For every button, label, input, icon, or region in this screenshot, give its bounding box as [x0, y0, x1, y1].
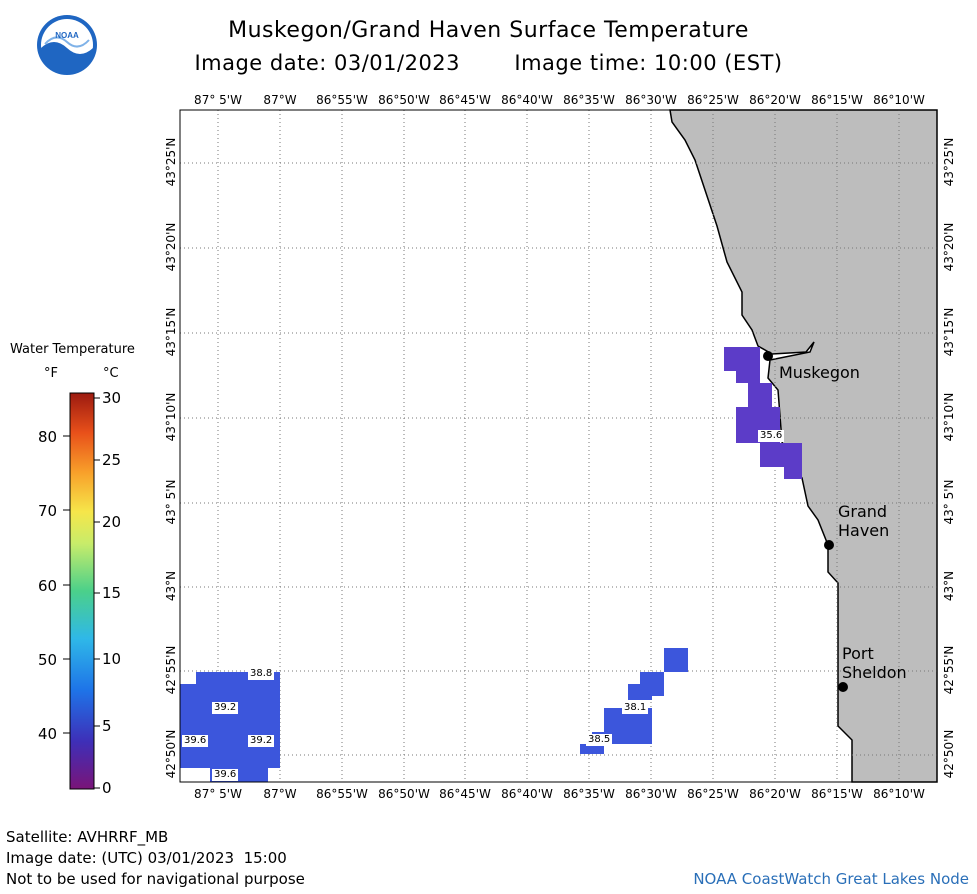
legend-title: Water Temperature: [10, 342, 135, 357]
color-bar: [69, 392, 95, 790]
tick-c: 15: [102, 584, 122, 602]
noaa-logo-icon: NOAA: [37, 15, 97, 75]
tick-f: 40: [38, 725, 58, 743]
lat-label: 43°20'N: [942, 222, 956, 272]
temperature-value: 39.6: [212, 769, 239, 781]
port-sheldon-marker: [838, 682, 848, 692]
lon-label: 86°15'W: [811, 787, 863, 801]
utc-image-date: Image date: (UTC) 03/01/2023 15:00: [6, 849, 287, 867]
credit-link[interactable]: NOAA CoastWatch Great Lakes Node: [693, 870, 969, 888]
tick-f: 60: [38, 577, 58, 595]
noaa-logo-text: NOAA: [55, 31, 79, 40]
tick-c: 5: [102, 717, 112, 735]
city-port-sheldon-line1: Port: [842, 644, 874, 663]
disclaimer: Not to be used for navigational purpose: [6, 870, 305, 888]
city-muskegon: Muskegon: [779, 363, 860, 382]
lat-label: 43° 5'N: [164, 479, 178, 525]
city-grand-haven-line1: Grand: [838, 502, 888, 521]
lon-label: 86°30'W: [625, 787, 677, 801]
lon-label: 86°50'W: [378, 787, 430, 801]
temperature-value: 39.2: [212, 702, 239, 714]
lat-label: 43°N: [164, 570, 178, 602]
tick-c: 25: [102, 451, 122, 469]
lon-label: 87° 5'W: [194, 787, 242, 801]
tick-c: 0: [102, 779, 112, 797]
lat-label: 43°10'N: [164, 392, 178, 442]
lon-label: 86°25'W: [687, 787, 739, 801]
lat-label: 43° 5'N: [942, 479, 956, 525]
lon-label: 86°15'W: [811, 93, 863, 107]
lon-label: 86°50'W: [378, 93, 430, 107]
land-area: [669, 109, 938, 783]
city-port-sheldon: Port Sheldon: [842, 644, 907, 682]
tick-c: 20: [102, 513, 122, 531]
lon-label: 86°45'W: [439, 787, 491, 801]
lat-label: 42°55'N: [164, 645, 178, 695]
tick-f: 70: [38, 502, 58, 520]
lon-label: 86°10'W: [873, 787, 925, 801]
image-time: Image time: 10:00 (EST): [514, 51, 783, 75]
tick-c: 10: [102, 650, 122, 668]
image-date-time: Image date: 03/01/2023 Image time: 10:00…: [0, 51, 977, 75]
muskegon-marker: [763, 351, 773, 361]
lon-label: 86°55'W: [316, 787, 368, 801]
map-frame: [179, 109, 938, 783]
lon-label: 86°30'W: [625, 93, 677, 107]
lon-label: 86°35'W: [563, 93, 615, 107]
lon-label: 86°20'W: [749, 93, 801, 107]
lon-label: 86°20'W: [749, 787, 801, 801]
lon-label: 86°25'W: [687, 93, 739, 107]
lon-label: 86°40'W: [501, 787, 553, 801]
lon-label: 87°W: [263, 787, 297, 801]
tick-f: 80: [38, 428, 58, 446]
map-title: Muskegon/Grand Haven Surface Temperature: [228, 18, 749, 43]
satellite-info: Satellite: AVHRRF_MB: [6, 828, 169, 846]
lat-label: 43°20'N: [164, 222, 178, 272]
lon-label: 86°40'W: [501, 93, 553, 107]
lon-label: 86°55'W: [316, 93, 368, 107]
temperature-value: 35.6: [758, 430, 785, 442]
city-grand-haven-line2: Haven: [838, 521, 890, 540]
city-grand-haven: Grand Haven: [838, 502, 889, 540]
image-date: Image date: 03/01/2023: [194, 51, 461, 75]
temperature-value: 38.5: [586, 734, 613, 746]
lat-label: 42°50'N: [942, 729, 956, 779]
unit-celsius: °C: [103, 366, 119, 381]
lon-label: 86°35'W: [563, 787, 615, 801]
lat-label: 43°N: [942, 570, 956, 602]
map-grid: [180, 110, 937, 782]
lon-label: 86°10'W: [873, 93, 925, 107]
temperature-value: 39.6: [182, 735, 209, 747]
unit-fahrenheit: °F: [44, 366, 58, 381]
temperature-value: 39.2: [248, 735, 275, 747]
temperature-value: 38.8: [248, 668, 275, 680]
lat-label: 42°50'N: [164, 729, 178, 779]
lat-label: 43°25'N: [164, 137, 178, 187]
lat-label: 43°15'N: [164, 307, 178, 357]
lat-label: 43°25'N: [942, 137, 956, 187]
lat-label: 43°10'N: [942, 392, 956, 442]
lon-label: 87° 5'W: [194, 93, 242, 107]
lon-label: 86°45'W: [439, 93, 491, 107]
lat-label: 42°55'N: [942, 645, 956, 695]
color-bar-ticks: [63, 397, 100, 789]
grand-haven-marker: [824, 540, 834, 550]
lon-label: 87°W: [263, 93, 297, 107]
lat-label: 43°15'N: [942, 307, 956, 357]
tick-c: 30: [102, 389, 122, 407]
temperature-value: 38.1: [622, 702, 649, 714]
tick-f: 50: [38, 651, 58, 669]
city-port-sheldon-line2: Sheldon: [842, 663, 907, 682]
